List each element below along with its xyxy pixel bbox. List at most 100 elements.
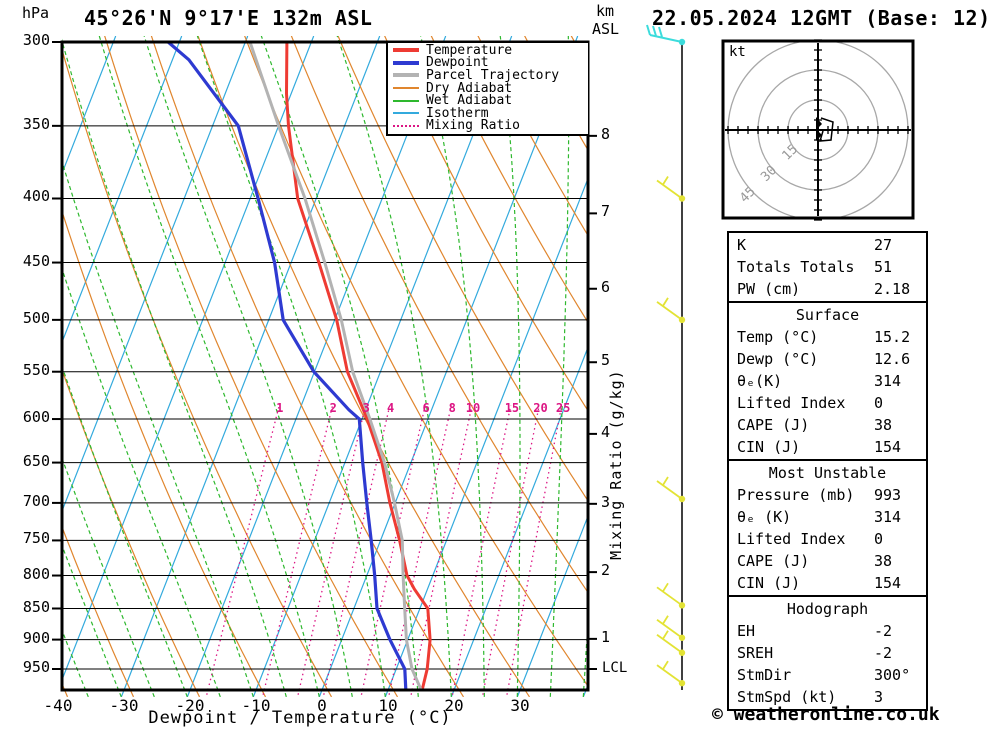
parcel-trajectory-curve [248, 42, 423, 690]
stats-row-label: Pressure (mb) [737, 486, 855, 504]
legend-item: Isotherm [388, 106, 588, 121]
stats-row-value: 314 [874, 372, 902, 390]
pressure-tick-label: 400 [22, 187, 50, 206]
isotherm-line [450, 345, 588, 697]
mixing-ratio-line [387, 405, 452, 697]
stats-row-label: K [737, 236, 747, 254]
wind-barb [656, 660, 686, 687]
stats-section: Most Unstable Pressure (mb) 993 θₑ (K) 314 Li… [727, 459, 928, 597]
isotherm-line [384, 176, 588, 697]
stats-row-label: StmDir [737, 666, 792, 684]
stats-section: Surface Temp (°C) 15.2 Dewp (°C) 12.6 θₑ(K) 31… [727, 301, 928, 461]
mixing-ratio-value-label: 1 [276, 401, 284, 415]
wet-adiabat-line [62, 543, 122, 697]
mixing-ratio-value-label: 10 [465, 401, 481, 415]
legend-item: Temperature [388, 42, 588, 58]
temperature-tick-label: -30 [109, 696, 139, 715]
stats-row: K 27 [729, 234, 926, 256]
mixing-ratio-value-label: 3 [362, 401, 370, 415]
lcl-label: LCL [602, 660, 628, 676]
mixing-ratio-value-label: 6 [422, 401, 430, 415]
hodograph-trace-loop [818, 117, 834, 142]
wind-barb [656, 582, 686, 609]
temperature-tick-label: -20 [175, 696, 205, 715]
temperature-tick-label: 20 [444, 696, 464, 715]
legend-line-sample [393, 87, 419, 90]
wind-barb [656, 615, 686, 641]
plot-border [60, 40, 590, 692]
isotherm-line [516, 514, 588, 697]
mixing-ratio-line [451, 405, 512, 697]
legend-line-sample [393, 73, 419, 78]
sounding-curves [167, 42, 432, 690]
wet-adiabat-line [98, 36, 320, 697]
isotherm-line [186, 36, 447, 697]
pressure-unit-label: hPa [22, 4, 50, 22]
copyright-label: © weatheronline.co.uk [712, 704, 940, 725]
wet-adiabat-line [62, 364, 188, 697]
stats-row: CAPE (J) 38 [729, 550, 926, 572]
legend-item: Dewpoint [388, 55, 588, 71]
legend-item: Dry Adiabat [388, 80, 588, 96]
isotherm-line [62, 36, 249, 513]
legend-line-sample [393, 48, 419, 53]
hodograph-trace [816, 117, 822, 141]
stats-row: Lifted Index 0 [729, 528, 926, 550]
skewt-background-lines [62, 36, 588, 697]
legend-line-sample [393, 60, 419, 65]
mixing-ratio-value-label: 8 [448, 401, 456, 415]
stats-row: Temp (°C) 15.2 [729, 326, 926, 348]
altitude-unit-km: km [596, 2, 615, 20]
legend-item-label: Dewpoint [426, 55, 489, 71]
temperature-tick-label: 10 [378, 696, 398, 715]
stats-row-label: CIN (J) [737, 574, 801, 592]
mixing-ratio-line [360, 405, 426, 697]
wet-adiabat-line [420, 36, 485, 697]
legend-line-sample [393, 124, 419, 127]
datetime-label: 22.05.2024 12GMT (Base: 12) [652, 6, 991, 30]
dry-adiabat-line [384, 36, 588, 412]
legend-item: Parcel Trajectory [388, 68, 588, 83]
dry-adiabat-line [337, 36, 588, 502]
dry-adiabat-line [150, 36, 465, 697]
legend-item-label: Temperature [426, 42, 513, 58]
legend-line-sample [393, 112, 419, 115]
stats-row-value: 0 [874, 530, 884, 548]
x-axis-label: Dewpoint / Temperature (°C) [148, 708, 452, 728]
km-tick-label: 8 [601, 124, 611, 143]
stats-row-label: StmSpd (kt) [737, 688, 837, 706]
km-tick-label: 7 [601, 202, 611, 221]
stats-row: θₑ (K) 314 [729, 506, 926, 528]
mixing-ratio-line [410, 405, 473, 697]
stats-row-label: CAPE (J) [737, 552, 810, 570]
pressure-gridlines [62, 125, 588, 670]
stats-row-value: 27 [874, 236, 893, 254]
chart-title: 45°26'N 9°17'E 132m ASL [84, 6, 373, 30]
legend-item: Mixing Ratio [388, 118, 588, 133]
stats-row: StmDir 300° [729, 664, 926, 686]
stats-row-label: CIN (J) [737, 438, 801, 456]
hodograph-unit-label: kt [729, 44, 746, 60]
stats-row: CAPE (J) 38 [729, 414, 926, 436]
stats-row-label: Dewp (°C) [737, 350, 819, 368]
stats-row: PW (cm) 2.18 [729, 278, 926, 300]
isotherm-line [120, 36, 381, 697]
dry-adiabat-line [430, 36, 588, 324]
pressure-tick-label: 900 [22, 628, 50, 647]
mixing-ratio-line [481, 405, 540, 697]
wet-adiabat-line [62, 456, 155, 697]
stats-row-value: 15.2 [874, 328, 911, 346]
temperature-tick-label: -10 [241, 696, 271, 715]
dry-adiabat-line [62, 525, 135, 697]
wet-adiabat-line [62, 159, 254, 697]
wet-adiabat-line [62, 266, 221, 697]
temperature-tick-label: -40 [43, 696, 73, 715]
mixing-ratio-line [296, 405, 367, 697]
wind-barb [656, 176, 686, 202]
legend-item-label: Dry Adiabat [426, 80, 513, 96]
km-tick-label: 3 [601, 492, 611, 511]
stats-row-label: Lifted Index [737, 394, 846, 412]
isotherm-line [62, 36, 117, 176]
